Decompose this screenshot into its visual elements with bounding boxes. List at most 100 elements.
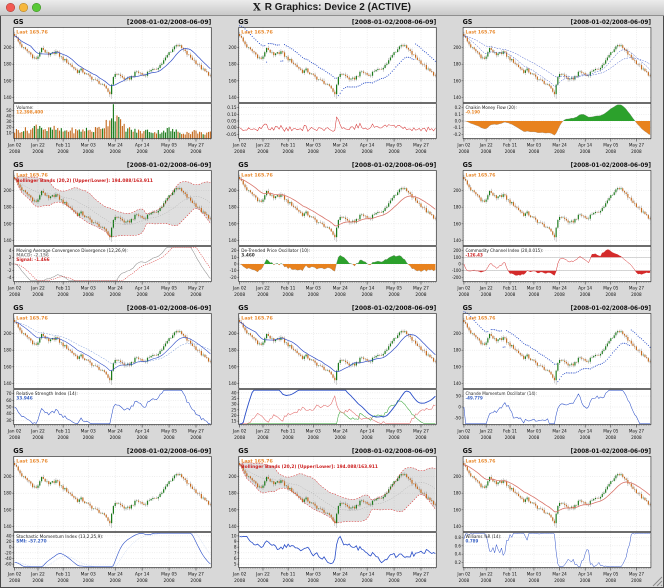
chart-panel-cmo: GS [2008-01-02/2008-06-09] 200 180 160 140 Las… — [450, 302, 664, 445]
svg-text:2008: 2008 — [190, 578, 201, 584]
svg-text:50: 50 — [456, 393, 461, 398]
svg-text:140: 140 — [229, 524, 237, 529]
svg-text:Commodity Channel Index (20,0.: Commodity Channel Index (20,0.015): — [465, 248, 543, 253]
svg-text:10: 10 — [231, 255, 237, 260]
close-button[interactable] — [6, 3, 15, 12]
overlay-sar — [463, 311, 651, 383]
svg-text:May 05: May 05 — [161, 143, 177, 149]
svg-text:100: 100 — [453, 255, 461, 260]
traffic-lights — [6, 3, 41, 12]
cci-chart: GS [2008-01-02/2008-06-09] 200 180 160 140 Las… — [452, 161, 652, 297]
svg-text:40: 40 — [231, 390, 237, 395]
svg-text:-200: -200 — [452, 275, 461, 280]
svg-text:-40: -40 — [5, 556, 12, 561]
svg-text:2008: 2008 — [606, 435, 617, 440]
svg-text:33.946: 33.946 — [16, 396, 32, 401]
resize-grip[interactable] — [651, 575, 663, 587]
overlay-ema-salmon — [463, 464, 651, 513]
svg-text:160: 160 — [229, 364, 237, 369]
svg-text:2008: 2008 — [335, 578, 346, 584]
svg-text:Mar 03: Mar 03 — [527, 142, 542, 147]
svg-text:Jan 02: Jan 02 — [232, 429, 247, 435]
svg-text:200: 200 — [4, 331, 12, 336]
svg-text:[2008-01-02/2008-06-09]: [2008-01-02/2008-06-09] — [571, 20, 652, 26]
svg-text:0.1: 0.1 — [455, 112, 462, 117]
svg-text:[2008-01-02/2008-06-09]: [2008-01-02/2008-06-09] — [352, 448, 437, 455]
svg-text:GS: GS — [13, 447, 24, 455]
svg-text:Mar 24: Mar 24 — [333, 143, 348, 149]
adx-chart: GS [2008-01-02/2008-06-09] 200 180 160 140 Las… — [229, 304, 437, 441]
svg-text:GS: GS — [238, 18, 249, 26]
svg-text:2008: 2008 — [529, 292, 540, 297]
cci-indicator — [463, 249, 651, 276]
svg-text:140: 140 — [453, 381, 461, 386]
svg-text:2008: 2008 — [9, 578, 20, 584]
svg-text:2008: 2008 — [362, 292, 373, 298]
svg-text:2008: 2008 — [415, 292, 426, 298]
svg-text:May 27: May 27 — [413, 429, 429, 435]
svg-text:May 05: May 05 — [386, 286, 402, 292]
svg-text:Mar 24: Mar 24 — [108, 572, 123, 578]
svg-text:May 05: May 05 — [386, 429, 402, 435]
svg-text:2008: 2008 — [631, 149, 642, 154]
svg-text:2008: 2008 — [580, 435, 591, 440]
svg-text:140: 140 — [229, 238, 237, 243]
svg-text:2008: 2008 — [505, 149, 516, 154]
svg-text:Jan 22: Jan 22 — [30, 429, 45, 435]
svg-text:200: 200 — [4, 45, 12, 50]
svg-text:2008: 2008 — [308, 149, 319, 155]
svg-text:Jan 22: Jan 22 — [30, 286, 45, 292]
svg-text:2008: 2008 — [257, 292, 268, 298]
svg-text:15: 15 — [231, 419, 237, 424]
svg-text:Jan 02: Jan 02 — [456, 285, 470, 290]
svg-text:140: 140 — [229, 381, 237, 386]
svg-text:200: 200 — [4, 474, 12, 479]
svg-text:2008: 2008 — [283, 578, 294, 584]
svg-text:2008: 2008 — [481, 292, 492, 297]
svg-text:Jan 02: Jan 02 — [7, 572, 22, 578]
cmo-chart: GS [2008-01-02/2008-06-09] 200 180 160 140 Las… — [453, 304, 651, 440]
svg-text:-2: -2 — [7, 268, 12, 273]
svg-text:160: 160 — [453, 507, 461, 512]
svg-text:0.10: 0.10 — [227, 112, 237, 117]
svg-text:4: 4 — [9, 248, 12, 253]
svg-text:40: 40 — [6, 113, 12, 118]
svg-text:2008: 2008 — [110, 578, 121, 584]
zoom-button[interactable] — [32, 3, 41, 12]
svg-text:GS: GS — [463, 304, 473, 312]
svg-text:Feb 11: Feb 11 — [281, 286, 296, 292]
svg-text:2008: 2008 — [481, 435, 492, 440]
overlay-sma — [239, 321, 436, 373]
svg-text:2008: 2008 — [164, 149, 175, 155]
svg-text:2008: 2008 — [529, 435, 540, 440]
svg-text:2008: 2008 — [32, 435, 43, 441]
svg-text:GS: GS — [463, 447, 473, 455]
svg-text:Last 165.76: Last 165.76 — [241, 173, 273, 179]
minimize-button[interactable] — [19, 3, 28, 12]
chart-panel-roc: GS [2008-01-02/2008-06-09] 200 180 160 140 Las… — [225, 16, 450, 159]
svg-text:200: 200 — [229, 188, 237, 193]
svg-text:Last 165.76: Last 165.76 — [16, 30, 48, 36]
svg-text:[2008-01-02/2008-06-09]: [2008-01-02/2008-06-09] — [571, 163, 652, 169]
svg-text:180: 180 — [229, 491, 237, 496]
svg-text:-50: -50 — [454, 415, 461, 420]
svg-text:2008: 2008 — [283, 292, 294, 298]
svg-text:May 27: May 27 — [629, 285, 644, 290]
svg-text:0: 0 — [234, 262, 237, 267]
svg-text:Apr 14: Apr 14 — [578, 285, 592, 290]
svg-text:[2008-01-02/2008-06-09]: [2008-01-02/2008-06-09] — [127, 162, 212, 169]
svg-text:180: 180 — [453, 62, 461, 67]
svg-text:2008: 2008 — [362, 578, 373, 584]
svg-text:May 27: May 27 — [188, 143, 204, 149]
svg-text:8: 8 — [234, 545, 237, 550]
svg-text:2008: 2008 — [190, 149, 201, 155]
svg-text:-126.43: -126.43 — [465, 252, 482, 257]
svg-text:2008: 2008 — [9, 435, 20, 441]
svg-text:-0.1: -0.1 — [453, 125, 461, 130]
chart-panel-adx: GS [2008-01-02/2008-06-09] 200 180 160 140 Las… — [225, 302, 450, 445]
svg-text:160: 160 — [4, 221, 12, 226]
candlesticks — [14, 460, 211, 528]
svg-text:140: 140 — [4, 524, 12, 529]
svg-text:2008: 2008 — [459, 292, 470, 297]
